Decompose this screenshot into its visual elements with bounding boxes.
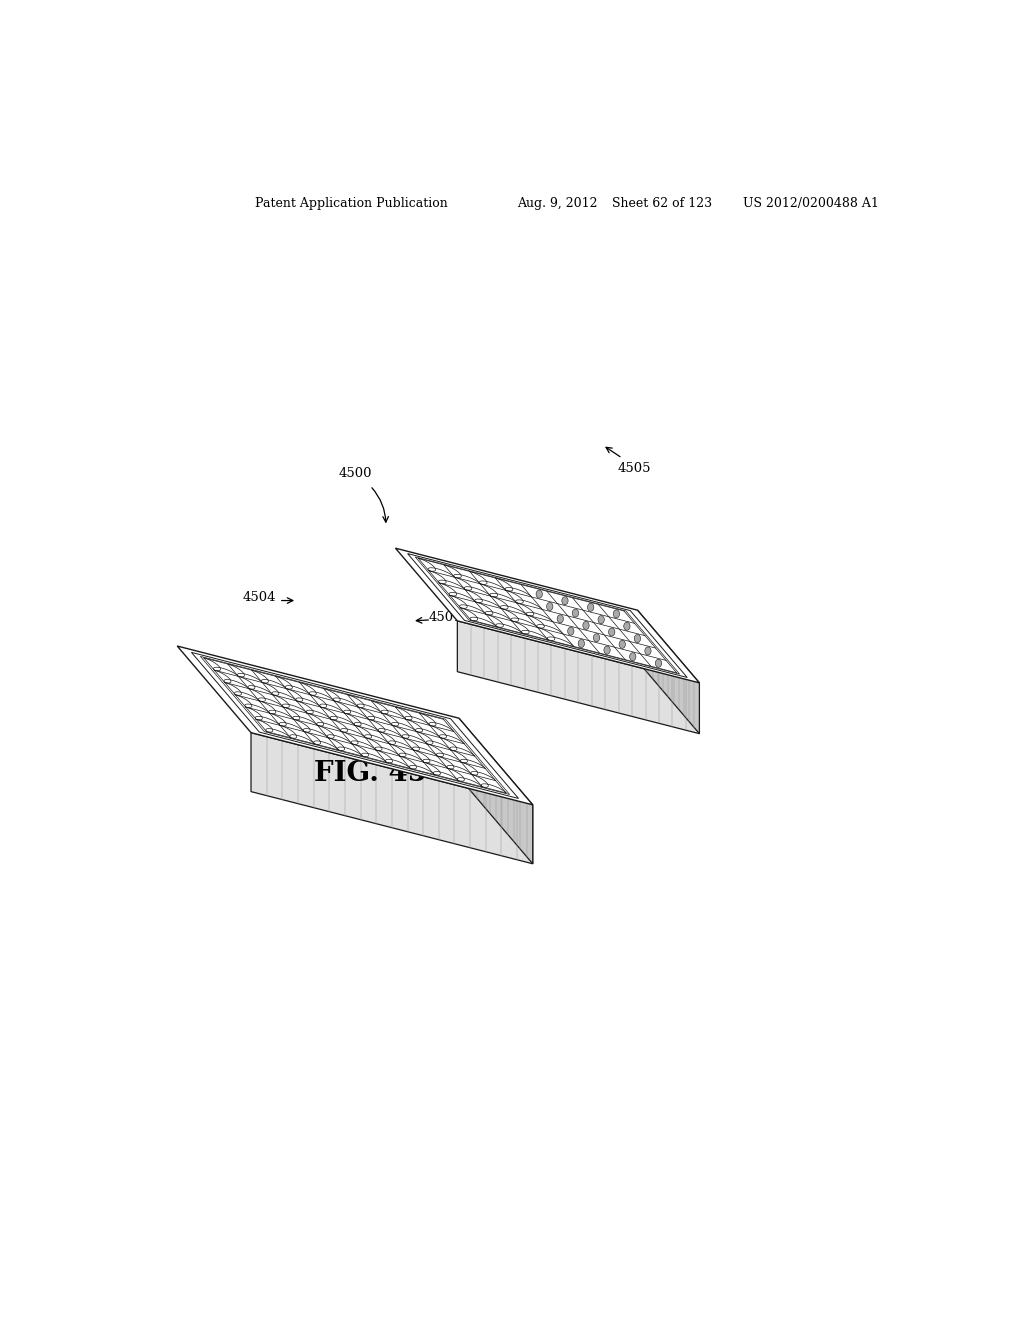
- Circle shape: [588, 603, 594, 611]
- Circle shape: [613, 610, 620, 618]
- Text: 4500: 4500: [339, 467, 373, 480]
- Circle shape: [547, 602, 553, 611]
- Circle shape: [598, 615, 604, 623]
- Circle shape: [630, 652, 636, 661]
- Polygon shape: [638, 610, 699, 734]
- Circle shape: [562, 597, 568, 605]
- Polygon shape: [251, 733, 532, 863]
- Polygon shape: [459, 718, 532, 863]
- Polygon shape: [458, 620, 699, 734]
- Circle shape: [567, 627, 574, 635]
- Circle shape: [620, 640, 626, 648]
- Text: 4504: 4504: [243, 591, 275, 605]
- Circle shape: [557, 615, 563, 623]
- Text: FIG. 45: FIG. 45: [313, 760, 427, 787]
- Circle shape: [624, 622, 630, 630]
- Circle shape: [604, 645, 610, 655]
- Circle shape: [583, 622, 589, 630]
- Circle shape: [572, 609, 579, 616]
- Text: 4505: 4505: [617, 462, 651, 475]
- Polygon shape: [177, 645, 532, 805]
- Text: Sheet 62 of 123: Sheet 62 of 123: [612, 197, 713, 210]
- Text: 4503: 4503: [478, 611, 511, 624]
- Circle shape: [537, 590, 543, 598]
- Circle shape: [655, 659, 662, 668]
- Circle shape: [579, 639, 585, 648]
- Text: Aug. 9, 2012: Aug. 9, 2012: [517, 197, 597, 210]
- Text: Patent Application Publication: Patent Application Publication: [255, 197, 447, 210]
- Polygon shape: [395, 548, 699, 682]
- Text: 4501: 4501: [429, 611, 462, 624]
- Circle shape: [593, 634, 600, 642]
- Circle shape: [645, 647, 651, 655]
- Circle shape: [608, 628, 614, 636]
- Text: US 2012/0200488 A1: US 2012/0200488 A1: [743, 197, 879, 210]
- Circle shape: [634, 635, 641, 643]
